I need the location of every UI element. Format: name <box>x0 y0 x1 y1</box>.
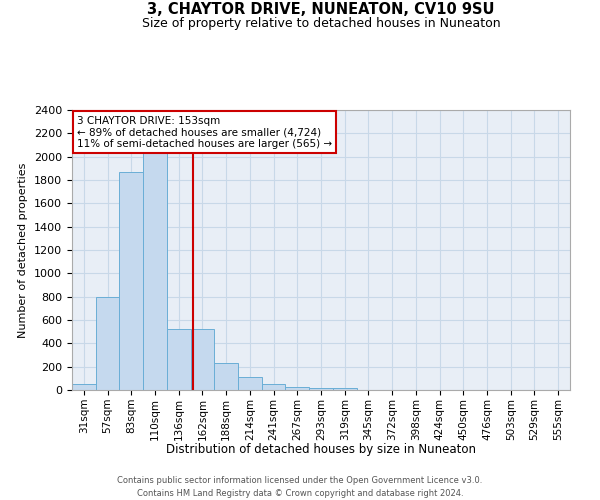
Bar <box>333 388 356 390</box>
Bar <box>167 330 191 390</box>
Bar <box>309 388 333 390</box>
Bar <box>214 363 238 390</box>
Bar <box>72 384 96 390</box>
Bar <box>143 151 167 390</box>
Bar <box>119 172 143 390</box>
Bar <box>286 386 309 390</box>
Text: Size of property relative to detached houses in Nuneaton: Size of property relative to detached ho… <box>142 18 500 30</box>
Bar <box>96 297 119 390</box>
Text: 3 CHAYTOR DRIVE: 153sqm
← 89% of detached houses are smaller (4,724)
11% of semi: 3 CHAYTOR DRIVE: 153sqm ← 89% of detache… <box>77 116 332 149</box>
Text: Distribution of detached houses by size in Nuneaton: Distribution of detached houses by size … <box>166 442 476 456</box>
Bar <box>191 330 214 390</box>
Y-axis label: Number of detached properties: Number of detached properties <box>19 162 28 338</box>
Text: Contains public sector information licensed under the Open Government Licence v3: Contains public sector information licen… <box>118 476 482 485</box>
Bar <box>238 376 262 390</box>
Bar <box>262 384 286 390</box>
Text: 3, CHAYTOR DRIVE, NUNEATON, CV10 9SU: 3, CHAYTOR DRIVE, NUNEATON, CV10 9SU <box>147 2 495 18</box>
Text: Contains HM Land Registry data © Crown copyright and database right 2024.: Contains HM Land Registry data © Crown c… <box>137 488 463 498</box>
